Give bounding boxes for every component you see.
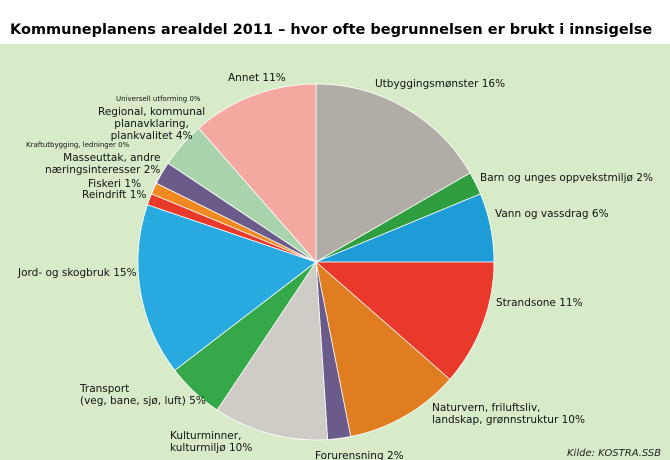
category-label: Annet bbox=[228, 72, 260, 84]
pie-slice bbox=[216, 260, 329, 441]
category-label: Naturvern, friluftsliv, landskap, grønns… bbox=[432, 402, 559, 426]
category-label: Fiskeri bbox=[88, 178, 122, 190]
slice-label: Fiskeri 1% bbox=[88, 178, 141, 190]
category-label: Reindrift bbox=[82, 189, 127, 201]
slice-label: Annet 11% bbox=[228, 72, 286, 84]
category-label: Vann og vassdrag bbox=[495, 208, 589, 220]
slice-label: Transport (veg, bane, sjø, luft) 5% bbox=[80, 383, 206, 407]
value-label: 0% bbox=[189, 95, 201, 103]
slice-label: Forurensning 2% bbox=[315, 450, 404, 460]
category-label: Kraftutbygging, ledninger bbox=[26, 141, 116, 149]
chart-title: Kommuneplanens arealdel 2011 – hvor ofte… bbox=[10, 22, 653, 38]
title-band bbox=[0, 0, 670, 44]
pie-slice bbox=[314, 261, 495, 380]
value-label: 2% bbox=[636, 172, 653, 184]
slice-label: Jord- og skogbruk 15% bbox=[18, 267, 137, 279]
slice-label: Barn og unges oppvekstmiljø 2% bbox=[480, 172, 653, 184]
pie-slice bbox=[137, 204, 317, 371]
category-label: Regional, kommunal planavklaring, plankv… bbox=[98, 106, 206, 142]
value-label: 10% bbox=[228, 442, 253, 454]
value-label: 2% bbox=[143, 164, 161, 176]
category-label: Strandsone bbox=[496, 297, 556, 309]
value-label: 11% bbox=[262, 72, 286, 84]
pie-slice bbox=[315, 83, 471, 263]
slice-label: Naturvern, friluftsliv, landskap, grønns… bbox=[432, 402, 585, 426]
value-label: 1% bbox=[124, 178, 142, 190]
value-label: 2% bbox=[386, 450, 404, 460]
slice-label: Strandsone 11% bbox=[496, 297, 583, 309]
slice-label: Regional, kommunal planavklaring, plankv… bbox=[98, 106, 205, 142]
slice-label: Vann og vassdrag 6% bbox=[495, 208, 609, 220]
pie-slice bbox=[198, 83, 317, 264]
value-label: 15% bbox=[113, 267, 137, 279]
value-label: 1% bbox=[129, 189, 147, 201]
category-label: Barn og unges oppvekstmiljø bbox=[480, 172, 633, 184]
category-label: Jord- og skogbruk bbox=[18, 267, 110, 279]
value-label: 5% bbox=[189, 395, 206, 407]
value-label: 11% bbox=[559, 297, 583, 309]
value-label: 16% bbox=[481, 78, 506, 90]
value-label: 6% bbox=[591, 208, 609, 220]
slice-label: Kraftutbygging, ledninger 0% bbox=[26, 141, 129, 149]
category-label: Forurensning bbox=[315, 450, 384, 460]
slice-label: Utbyggingsmønster 16% bbox=[375, 78, 505, 90]
value-label: 4% bbox=[175, 130, 193, 142]
value-label: 10% bbox=[561, 414, 585, 426]
slice-label: Masseuttak, andre næringsinteresser 2% bbox=[45, 152, 160, 176]
slice-label: Reindrift 1% bbox=[82, 189, 146, 201]
slice-label: Universell utforming 0% bbox=[116, 95, 201, 103]
category-label: Masseuttak, andre næringsinteresser bbox=[45, 152, 161, 176]
source: Kilde: KOSTRA.SSB bbox=[567, 448, 662, 459]
value-label: 0% bbox=[118, 141, 130, 149]
category-label: Utbyggingsmønster bbox=[375, 78, 479, 90]
category-label: Transport (veg, bane, sjø, luft) bbox=[80, 383, 186, 407]
pie-slice bbox=[315, 260, 451, 438]
slice-label: Kulturminner, kulturmiljø 10% bbox=[170, 430, 252, 454]
category-label: Universell utforming bbox=[116, 95, 188, 103]
category-label: Kulturminner, kulturmiljø bbox=[170, 430, 242, 454]
